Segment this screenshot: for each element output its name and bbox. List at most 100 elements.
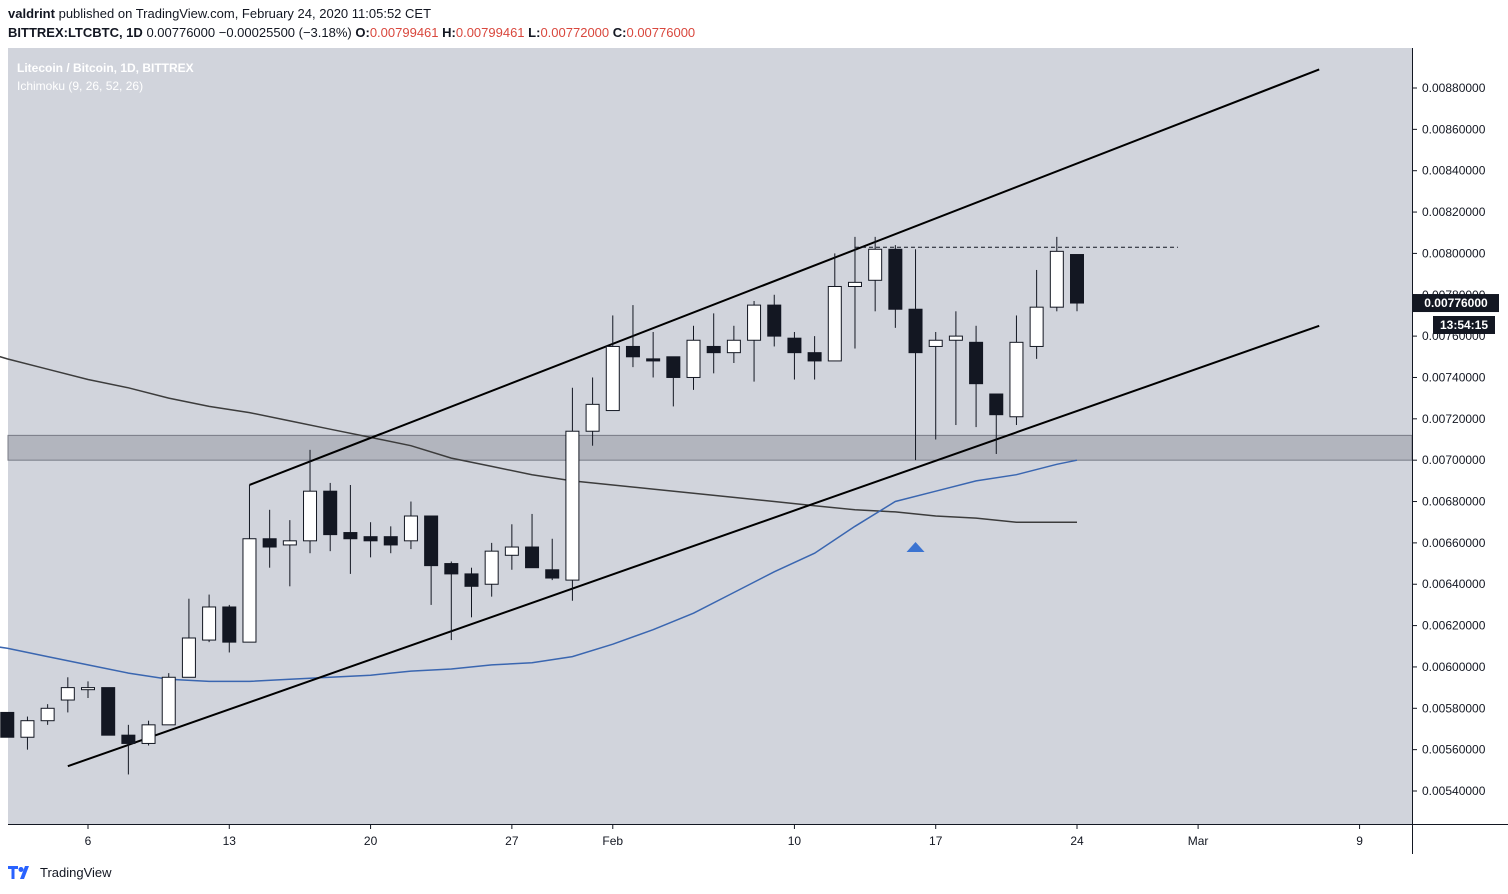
publish-header: valdrint published on TradingView.com, F… xyxy=(8,6,431,21)
candle xyxy=(202,594,217,643)
candle xyxy=(363,522,378,558)
price-tick-label: 0.00740000 xyxy=(1422,370,1486,384)
candle xyxy=(787,331,802,380)
candle xyxy=(222,604,237,653)
candle-body-bull xyxy=(747,304,762,341)
candle-body-bear xyxy=(222,606,237,643)
candle-body-bear xyxy=(323,490,338,536)
price-tick-label: 0.00600000 xyxy=(1422,660,1486,674)
candle-body-bear xyxy=(888,248,903,310)
candle-body-bear xyxy=(625,345,640,358)
countdown-tag: 13:54:15 xyxy=(1433,316,1495,334)
last-price: 0.00776000 xyxy=(146,25,216,40)
price-tick-label: 0.00720000 xyxy=(1422,412,1486,426)
candle xyxy=(343,484,358,574)
candle-body-bull xyxy=(242,538,257,643)
legend-title: Litecoin / Bitcoin, 1D, BITTREX xyxy=(17,61,194,75)
candle xyxy=(1029,269,1044,359)
candle-body-bull xyxy=(1029,306,1044,347)
author-name[interactable]: valdrint xyxy=(8,6,55,21)
price-tick-label: 0.00580000 xyxy=(1422,701,1486,715)
candle-body-bear xyxy=(807,352,822,362)
candle xyxy=(161,673,176,726)
candle xyxy=(1049,236,1064,312)
last-price-tag: 0.00776000 xyxy=(1413,294,1499,313)
candle xyxy=(827,253,842,362)
candle xyxy=(726,325,741,363)
time-tick-label: 27 xyxy=(505,834,519,848)
channel-upper-line xyxy=(249,68,1320,486)
chart-container[interactable]: 0.00540000 0.00560000 0.00580000 0.00600000… xyxy=(0,48,1508,854)
ma-blue-line xyxy=(0,459,1078,683)
candle xyxy=(1070,254,1084,312)
high-label: H: xyxy=(442,25,456,40)
candle xyxy=(666,356,681,407)
candle xyxy=(747,300,762,382)
candle xyxy=(101,687,116,736)
candle-body-bear xyxy=(767,304,782,337)
candle-body-bear xyxy=(424,515,439,567)
candle-body-bear xyxy=(101,687,116,736)
candle xyxy=(424,515,439,605)
candle-body-bull xyxy=(60,687,75,701)
candle-body-bear xyxy=(989,393,1004,416)
time-tick-label: 13 xyxy=(223,834,237,848)
candle xyxy=(525,513,540,569)
candle-body-bull xyxy=(20,720,35,738)
candle xyxy=(605,315,620,412)
close-label: C: xyxy=(612,25,627,40)
last-price-tag-text: 0.00776000 xyxy=(1424,296,1488,310)
tradingview-brand[interactable]: TradingView xyxy=(40,864,112,880)
candle-body-bull xyxy=(565,430,580,581)
candle xyxy=(303,449,318,554)
published-text: published on TradingView.com, February 2… xyxy=(58,6,432,21)
candle-body-bull xyxy=(1009,341,1024,418)
candle-body-bear xyxy=(646,358,661,362)
candle xyxy=(767,294,782,347)
candle-body-bull xyxy=(282,540,297,546)
candle-body-bull xyxy=(868,248,883,281)
candle xyxy=(121,724,136,775)
candle xyxy=(181,598,196,678)
candle-body-bear xyxy=(262,538,277,548)
candle-body-bull xyxy=(303,490,318,542)
candle xyxy=(1009,315,1024,426)
candle xyxy=(323,482,338,552)
candle xyxy=(403,501,418,550)
price-tick-label: 0.00840000 xyxy=(1422,164,1486,178)
candle xyxy=(686,325,701,390)
candlestick-chart[interactable]: 0.00540000 0.00560000 0.00580000 0.00600000… xyxy=(0,48,1508,854)
ohlc-header: BITTREX:LTCBTC, 1D 0.00776000 −0.0002550… xyxy=(8,25,695,40)
candle xyxy=(60,677,75,713)
time-tick-label: 9 xyxy=(1356,834,1363,848)
price-tick-label: 0.00620000 xyxy=(1422,619,1486,633)
candle xyxy=(565,387,580,601)
low-value: 0.00772000 xyxy=(540,25,610,40)
candle xyxy=(464,567,479,618)
time-tick-label: 24 xyxy=(1070,834,1084,848)
candle-body-bull xyxy=(726,339,741,354)
candle-body-bull xyxy=(403,515,418,542)
price-tick-label: 0.00540000 xyxy=(1422,784,1486,798)
price-tick-label: 0.00660000 xyxy=(1422,536,1486,550)
low-label: L: xyxy=(528,25,541,40)
candle-body-bull xyxy=(948,335,963,341)
price-change: −0.00025500 (−3.18%) xyxy=(218,25,352,40)
price-tick-label: 0.00800000 xyxy=(1422,246,1486,260)
candle xyxy=(706,313,721,374)
time-tick-label: Feb xyxy=(602,834,623,848)
tradingview-logo-icon[interactable] xyxy=(8,864,34,880)
candle-body-bull xyxy=(605,345,620,412)
candle-body-bear xyxy=(464,573,479,587)
candle xyxy=(484,542,499,597)
open-label: O: xyxy=(355,25,370,40)
candle xyxy=(444,561,459,641)
candle-body-bear xyxy=(525,546,540,569)
symbol-label: BITTREX:LTCBTC, 1D xyxy=(8,25,143,40)
candle-body-bull xyxy=(40,707,55,722)
candle xyxy=(625,305,640,368)
candle-body-bear xyxy=(545,569,560,579)
candle xyxy=(585,377,600,446)
candle-body-bull xyxy=(484,550,499,585)
time-tick-label: 17 xyxy=(929,834,943,848)
